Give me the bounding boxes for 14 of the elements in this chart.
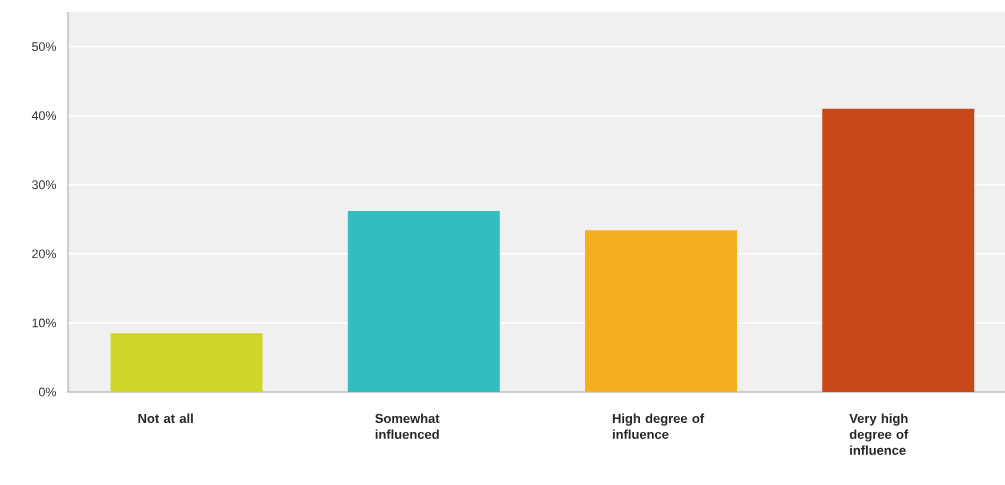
x-tick-label: High degree of influence [612,413,705,439]
x-tick-label: Not at all [138,413,193,424]
bar [110,333,263,392]
y-tick-label: 0% [38,387,57,397]
bar [585,230,738,392]
x-tick-label: Very high degree of influence [849,413,909,455]
y-tick-label: 30% [32,180,57,190]
y-tick-label: 40% [31,111,57,121]
y-tick-label: 50% [32,42,57,51]
y-tick-label: 10% [32,318,57,328]
x-tick-label: Somewhat influenced [375,413,440,439]
bar [822,108,975,392]
bar [347,210,500,392]
y-tick-label: 20% [32,249,57,259]
